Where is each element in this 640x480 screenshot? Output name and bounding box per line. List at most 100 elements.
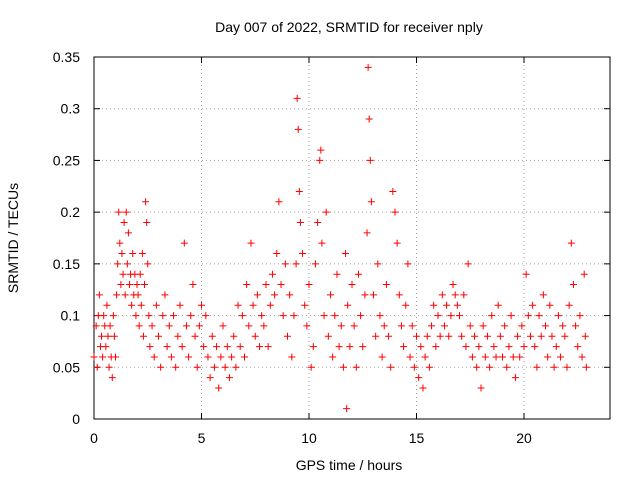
data-point [520, 343, 528, 351]
data-point [152, 301, 160, 309]
data-point [198, 301, 205, 309]
x-tick-label: 20 [516, 430, 532, 446]
data-point [440, 322, 448, 330]
data-point [350, 322, 358, 330]
data-point [99, 353, 107, 361]
data-point [241, 353, 248, 361]
data-point [108, 374, 116, 382]
data-point [202, 312, 210, 320]
data-point [105, 363, 113, 371]
data-point [121, 291, 129, 299]
data-point [544, 353, 552, 361]
data-point [343, 405, 351, 413]
data-point [213, 343, 221, 351]
data-point [460, 291, 468, 299]
data-point [132, 312, 140, 320]
data-point [559, 322, 567, 330]
data-point [354, 270, 362, 278]
data-point [385, 332, 393, 340]
data-point [167, 353, 175, 361]
data-point [144, 260, 152, 268]
data-point [320, 312, 328, 320]
data-point [92, 322, 100, 330]
data-point [245, 322, 253, 330]
data-point [365, 115, 373, 123]
data-point [417, 343, 425, 351]
data-point [499, 353, 506, 361]
data-point [117, 281, 125, 289]
data-point [123, 260, 131, 268]
data-point [331, 312, 339, 320]
data-point [391, 208, 399, 216]
data-point [432, 343, 440, 351]
data-point [554, 312, 562, 320]
data-point [247, 239, 255, 247]
data-point [501, 322, 509, 330]
data-point [514, 332, 522, 340]
data-point [389, 187, 397, 195]
x-tick-label: 15 [409, 430, 425, 446]
data-point [363, 229, 371, 237]
data-point [284, 332, 291, 340]
data-point [406, 353, 414, 361]
data-point [449, 281, 457, 289]
data-point [165, 322, 173, 330]
data-point [159, 312, 167, 320]
data-point [574, 343, 582, 351]
data-point [273, 250, 281, 258]
data-point [318, 239, 326, 247]
data-point [486, 363, 494, 371]
data-point [275, 198, 283, 206]
data-point [481, 353, 489, 361]
data-point [451, 291, 459, 299]
data-point [397, 322, 405, 330]
data-point [113, 291, 121, 299]
data-point [249, 301, 257, 309]
axis-ticks [93, 56, 610, 420]
data-point [400, 343, 408, 351]
data-point [187, 312, 195, 320]
chart-title: Day 007 of 2022, SRMTID for receiver npl… [215, 19, 483, 35]
data-point [576, 312, 584, 320]
data-point [118, 250, 126, 258]
x-tick-label: 5 [198, 430, 206, 446]
data-point [172, 363, 180, 371]
data-points [90, 63, 590, 413]
data-point [526, 332, 534, 340]
data-point [477, 384, 485, 392]
data-point [102, 343, 110, 351]
data-point [342, 250, 350, 258]
data-point [232, 363, 240, 371]
data-point [228, 353, 236, 361]
data-point [210, 363, 218, 371]
data-point [299, 250, 307, 258]
data-point [382, 281, 390, 289]
data-point [142, 198, 150, 206]
data-point [415, 374, 423, 382]
y-axis-label: SRMTID / TECUs [5, 183, 21, 293]
data-point [223, 343, 231, 351]
data-point [262, 281, 270, 289]
data-point [139, 332, 147, 340]
data-point [496, 332, 504, 340]
data-point [253, 291, 261, 299]
data-point [176, 301, 184, 309]
data-point [479, 322, 487, 330]
data-point [419, 384, 427, 392]
data-point [303, 322, 311, 330]
data-point [378, 353, 386, 361]
data-point [316, 156, 324, 164]
data-point [468, 353, 476, 361]
data-point [408, 322, 416, 330]
data-point [490, 343, 498, 351]
data-point [317, 146, 325, 154]
axis-tick-labels: 0 5 10 15 20 0 0.05 0.1 0.15 0.2 0.25 0.3 0.35 [53, 49, 532, 446]
data-point [333, 270, 341, 278]
data-point [453, 301, 461, 309]
x-tick-label: 10 [301, 430, 317, 446]
data-point [376, 312, 384, 320]
data-point [268, 270, 276, 278]
data-point [582, 363, 590, 371]
data-point [505, 343, 513, 351]
